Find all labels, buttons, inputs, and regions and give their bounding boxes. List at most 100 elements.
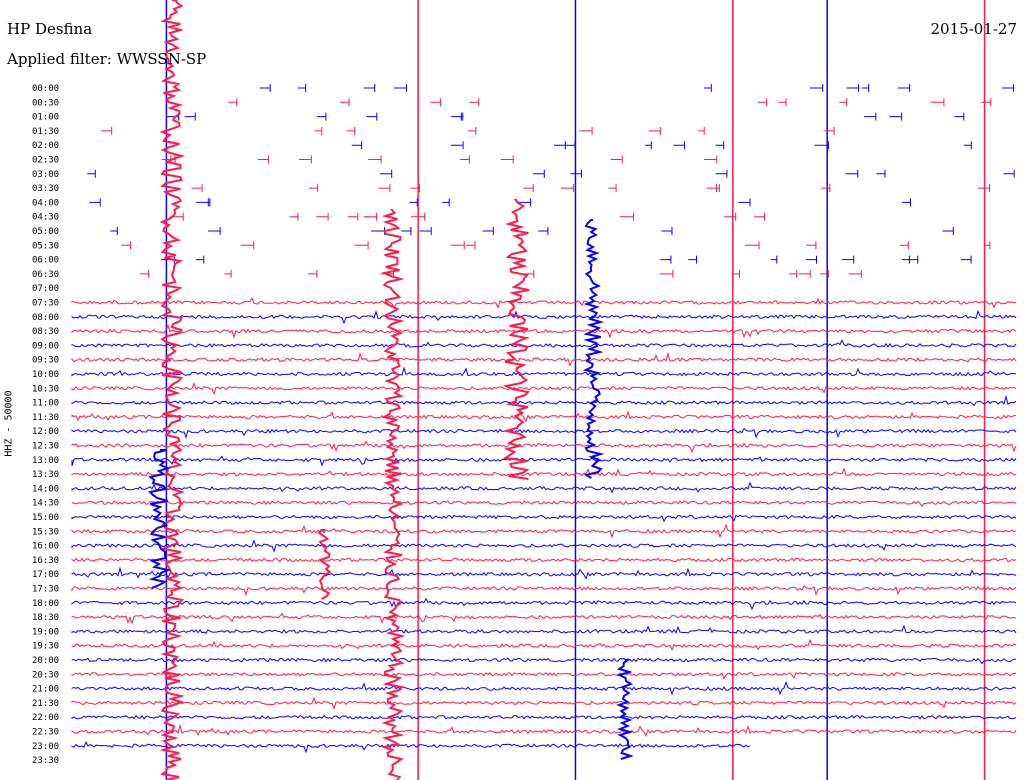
trace-row [71,696,1017,711]
trace-layer [71,0,1017,780]
trace-row [259,84,1015,92]
trace-row [71,455,1017,467]
trace-row [71,297,1017,309]
trace-row [170,212,765,221]
event-burst [148,449,172,589]
row-label: 14:30 [32,499,59,509]
trace-row [71,427,1017,439]
trace-row [71,740,751,754]
row-label: 09:00 [32,341,59,351]
row-label: 03:30 [32,184,59,194]
row-label: 11:30 [32,413,59,423]
row-label: 05:30 [32,241,59,251]
trace-row [121,241,991,250]
trace-row [71,500,1017,508]
trace-row [71,523,1017,539]
row-label: 14:00 [32,484,59,494]
row-label: 20:30 [32,670,59,680]
row-label: 23:00 [32,742,59,752]
station-title: HP Desfina [7,20,93,38]
trace-row [71,339,1017,348]
event-burst [616,659,634,760]
trace-row [71,723,1017,738]
row-label: 01:30 [32,127,59,137]
row-label: 12:30 [32,442,59,452]
trace-row [71,597,1017,611]
row-label: 10:30 [32,384,59,394]
event-burst [582,219,605,479]
trace-row [71,309,1017,325]
date-label: 2015-01-27 [930,20,1017,38]
row-label: 04:30 [32,213,59,223]
row-label: 08:00 [32,313,59,323]
row-label: 17:30 [32,585,59,595]
trace-row [351,141,972,150]
trace-row [71,539,1017,553]
row-label: 03:00 [32,170,59,180]
row-label: 21:00 [32,685,59,695]
row-label: 13:30 [32,470,59,480]
row-label: 00:00 [32,84,59,94]
trace-row [71,714,1017,720]
trace-row [71,638,1017,651]
row-label: 01:00 [32,113,59,123]
row-label: 18:00 [32,599,59,609]
row-label: 15:00 [32,513,59,523]
row-label: 09:30 [32,356,59,366]
row-label: 19:00 [32,627,59,637]
row-label: 00:30 [32,98,59,108]
trace-row [71,585,1017,597]
row-label: 16:00 [32,542,59,552]
row-label: 06:30 [32,270,59,280]
filter-label: Applied filter: WWSSN-SP [7,50,207,68]
minute-marker-layer [165,0,986,780]
trace-row [191,184,990,193]
event-burst [317,529,332,600]
row-label: 20:00 [32,656,59,666]
row-label: 13:00 [32,456,59,466]
trace-row [71,351,1017,367]
row-label: 06:00 [32,256,59,266]
row-label: 05:00 [32,227,59,237]
row-label: 12:00 [32,427,59,437]
trace-row [71,381,1017,396]
row-label: 11:00 [32,399,59,409]
event-burst [159,0,186,780]
row-label: 02:00 [32,141,59,151]
row-label: 23:30 [32,756,59,766]
trace-row [139,269,862,278]
row-label: 17:00 [32,570,59,580]
trace-row [71,680,1017,696]
trace-row [71,514,1017,523]
row-label: 07:30 [32,299,59,309]
trace-row [71,557,1017,563]
row-label: 15:30 [32,527,59,537]
row-label: 02:30 [32,156,59,166]
row-label: 22:30 [32,728,59,738]
trace-row [228,98,992,107]
event-burst [380,209,406,780]
trace-row [71,324,1017,339]
trace-row [161,255,972,264]
trace-row [87,169,1015,178]
trace-row [71,481,1017,494]
trace-row [71,366,1017,377]
trace-row [71,394,1017,407]
trace-row [89,198,911,207]
row-label: 18:30 [32,613,59,623]
row-label: 21:30 [32,699,59,709]
row-label: 16:30 [32,556,59,566]
row-label: 22:00 [32,713,59,723]
trace-row [71,612,1017,625]
row-label: 08:30 [32,327,59,337]
trace-row [71,657,1017,665]
row-label: 10:00 [32,370,59,380]
trace-row [71,671,1017,680]
trace-row [71,467,1017,477]
trace-row [71,624,1017,634]
trace-row [161,155,718,164]
event-burst [502,199,531,480]
row-label: 04:00 [32,198,59,208]
row-label: 07:00 [32,284,59,294]
